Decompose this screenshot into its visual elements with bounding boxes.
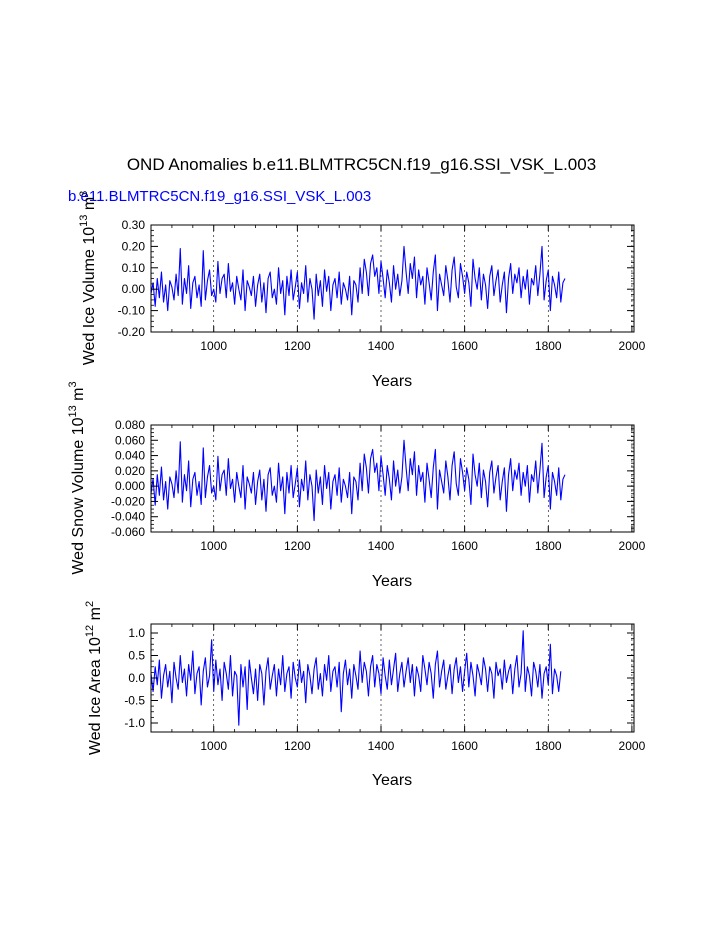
y-tick-label: -0.060	[111, 525, 145, 539]
x-tick-label: 1000	[200, 739, 227, 753]
y-axis-title-base: Wed Ice Volume 10	[81, 227, 98, 366]
y-tick-label: -0.10	[118, 304, 146, 318]
panel-snow-volume: 1000 1200 1400 1600 1800 2000 -0.060-0.040 -0.0…	[67, 381, 646, 590]
y-tick-label: -0.040	[111, 510, 145, 524]
x-tick-label: 2000	[619, 739, 646, 753]
x-axis-title: Years	[372, 573, 412, 590]
y-axis-title-base: Wed Snow Volume 10	[70, 417, 87, 574]
x-tick-label: 1600	[451, 539, 478, 553]
x-tick-label: 1400	[368, 539, 395, 553]
y-axis-title: Wed Ice Volume 1013 m3	[78, 191, 98, 366]
x-tick-label: 2000	[619, 539, 646, 553]
y-axis-title-exp1: 12	[84, 625, 96, 637]
y-axis-title-base: Wed Ice Area 10	[87, 637, 104, 755]
y-tick-label: 0.20	[122, 239, 146, 253]
y-tick-label: 1.0	[128, 626, 145, 640]
y-tick-label: -0.5	[124, 694, 145, 708]
y-axis-title-unit: m	[87, 607, 104, 625]
y-tick-label: 0.000	[115, 479, 145, 493]
x-tick-label: 1800	[535, 539, 562, 553]
y-tick-label: 0.080	[115, 418, 145, 432]
y-axis-title: Wed Snow Volume 1013 m3	[67, 381, 87, 574]
x-tick-label: 1200	[284, 539, 311, 553]
y-axis-title-exp2: 2	[84, 601, 96, 607]
series-line	[151, 439, 566, 522]
series-line	[151, 630, 562, 726]
x-tick-label: 1200	[284, 339, 311, 353]
y-tick-label: 0.040	[115, 449, 145, 463]
y-axis-title-exp2: 3	[78, 191, 90, 197]
x-tick-label: 1400	[368, 739, 395, 753]
y-tick-label: -0.020	[111, 494, 145, 508]
x-tick-label: 1000	[200, 539, 227, 553]
x-axis-title: Years	[372, 772, 412, 789]
y-axis-title: Wed Ice Area 1012 m2	[84, 601, 104, 755]
y-tick-label: 0.10	[122, 261, 146, 275]
y-axis-title-unit: m	[70, 387, 87, 405]
x-tick-label: 1000	[200, 339, 227, 353]
x-tick-label: 1800	[535, 739, 562, 753]
x-axis-title: Years	[372, 373, 412, 390]
figure-subtitle: b.e11.BLMTRC5CN.f19_g16.SSI_VSK_L.003	[68, 188, 372, 205]
panel-ice-volume: 1000 1200 1400 1600 1800 2000 -0.20 -0.10 0.00 0.…	[78, 191, 646, 390]
panel-ice-area: 1000 1200 1400 1600 1800 2000 -1.0 -0.5 0.0 0.5 1.…	[84, 601, 646, 789]
y-tick-label: 0.5	[128, 649, 145, 663]
x-tick-label: 2000	[619, 339, 646, 353]
y-tick-label: 0.30	[122, 218, 146, 232]
y-axis-title-unit: m	[81, 197, 98, 215]
x-tick-label: 1200	[284, 739, 311, 753]
y-tick-label: -0.20	[118, 325, 146, 339]
y-axis-title-exp1: 13	[67, 405, 79, 417]
x-tick-label: 1800	[535, 339, 562, 353]
y-tick-label: 0.060	[115, 433, 145, 447]
series-line	[151, 245, 566, 320]
y-tick-label: 0.00	[122, 282, 146, 296]
x-tick-label: 1600	[451, 739, 478, 753]
x-tick-label: 1600	[451, 339, 478, 353]
y-tick-label: 0.020	[115, 464, 145, 478]
y-tick-label: 0.0	[128, 671, 145, 685]
y-axis-title-exp2: 3	[67, 381, 79, 387]
y-tick-label: -1.0	[124, 716, 145, 730]
figure-title: OND Anomalies b.e11.BLMTRC5CN.f19_g16.SS…	[126, 155, 597, 174]
x-tick-label: 1400	[368, 339, 395, 353]
y-axis-title-exp1: 13	[78, 215, 90, 227]
